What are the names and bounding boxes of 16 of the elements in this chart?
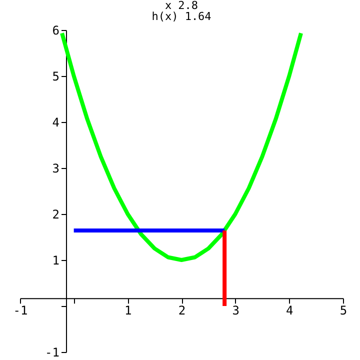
x-tick-label: 4 [286, 304, 294, 318]
y-tick-label: 4 [52, 116, 60, 130]
chart-title: x 2.8 [164, 0, 198, 12]
x-tick-label: 5 [340, 304, 348, 318]
y-tick-label: 5 [52, 70, 60, 84]
x-tick-label: 1 [124, 304, 132, 318]
y-tick-label: 6 [52, 24, 60, 38]
y-tick-label: 2 [52, 208, 60, 222]
y-tick-label: 3 [52, 162, 60, 176]
line-series [60, 31, 304, 262]
x-tick-label: 2 [178, 304, 186, 318]
y-tick-label: -1 [45, 346, 60, 360]
x-tick-label: 3 [232, 304, 240, 318]
chart-subtitle: h(x) 1.64 [152, 10, 212, 23]
x-tick-label: -1 [13, 304, 28, 318]
y-tick-label: 1 [52, 254, 60, 268]
